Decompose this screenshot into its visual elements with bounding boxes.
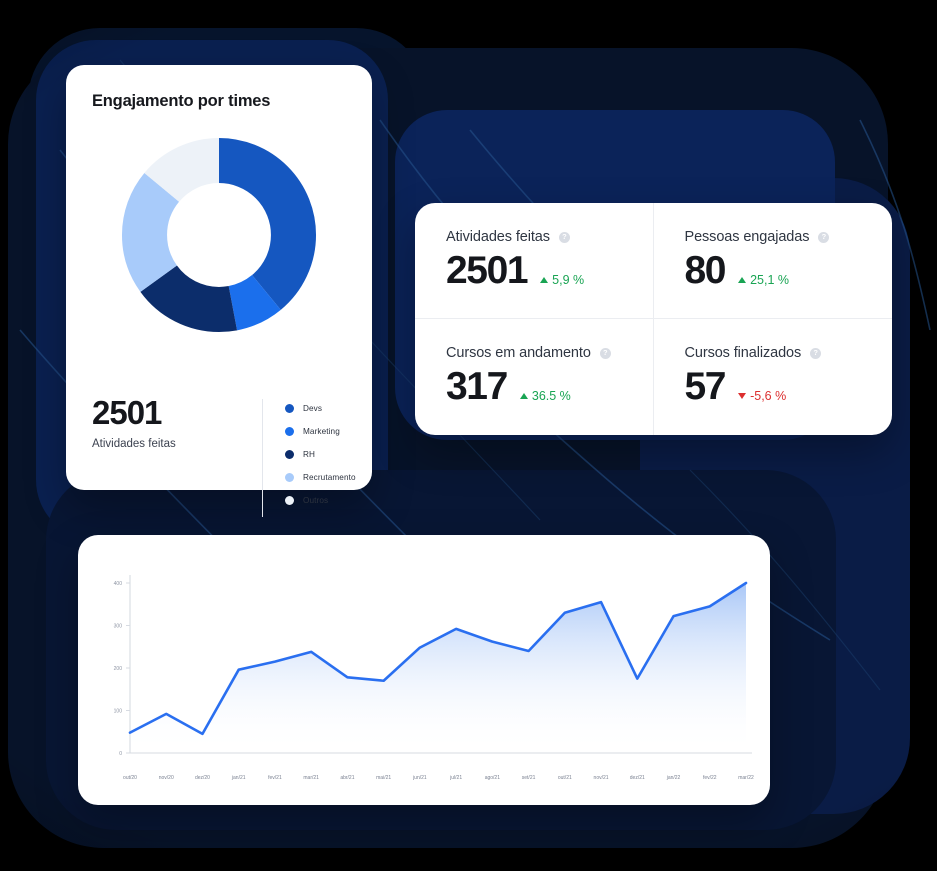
kpi-stat-delta: -5,6 % — [738, 389, 786, 403]
x-tick-label: nov/20 — [159, 775, 174, 781]
kpi-stats-grid: Atividades feitas? 2501 5,9 % Pessoas engaj… — [415, 203, 892, 435]
kpi-stat-delta-label: -5,6 % — [750, 389, 787, 403]
x-tick-label: jun/21 — [412, 775, 427, 781]
trend-line — [128, 581, 748, 736]
legend-item-recrutamento: Recrutamento — [285, 466, 356, 489]
x-tick-label: nov/21 — [594, 775, 609, 781]
kpi-stat-value: 2501 — [446, 249, 529, 292]
trend-area-chart: 0 100 200 300 400 out/20 nov/20 dez/20 jan/21 fev… — [114, 575, 754, 781]
kpi-stat-header: Atividades feitas? — [446, 229, 653, 245]
help-icon-glyph: ? — [813, 348, 818, 358]
trend-up-icon — [519, 393, 528, 399]
kpi-stat-label: Cursos finalizados — [684, 345, 802, 361]
engagement-by-teams-card: Engajamento por times 2501 Atividades fe… — [66, 65, 372, 517]
x-tick-label: fev/22 — [703, 775, 717, 781]
kpi-stat-body: 57 -5,6 % — [684, 365, 893, 408]
x-tick-label: dez/20 — [195, 775, 210, 781]
x-tick-label: mar/21 — [303, 775, 319, 781]
x-tick-label: mai/21 — [376, 775, 391, 781]
legend-item-label: Recrutamento — [303, 473, 356, 482]
kpi-stats-card: Atividades feitas? 2501 5,9 % Pessoas engaj… — [415, 203, 892, 435]
kpi-stat-delta-label: 36.5 % — [531, 389, 571, 403]
legend-item-label: Marketing — [303, 427, 340, 436]
kpi-stat-delta: 5,9 % — [540, 273, 584, 287]
x-tick-label: ago/21 — [485, 775, 501, 781]
x-tick-label: fev/21 — [268, 775, 282, 781]
kpi-stat-label: Cursos em andamento — [446, 345, 591, 361]
x-tick-label: set/21 — [522, 775, 536, 781]
trend-chart-card: 0 100 200 300 400 out/20 nov/20 dez/20 jan/21 fev… — [78, 535, 770, 805]
donut-slice-outros — [121, 137, 317, 333]
help-icon[interactable]: ? — [818, 231, 830, 243]
kpi-stat-delta: 36.5 % — [519, 389, 571, 403]
legend-item-rh: RH — [285, 443, 356, 466]
kpi-stat-header: Cursos em andamento? — [446, 345, 653, 361]
x-tick-label: abr/21 — [340, 775, 354, 781]
kpi-stat-2: Pessoas engajadas? 80 25,1 % — [653, 203, 893, 319]
y-tick-label: 200 — [114, 666, 123, 672]
x-tick-label: mar/22 — [738, 775, 754, 781]
kpi-stat-delta-label: 5,9 % — [552, 273, 585, 287]
kpi-stat-label: Pessoas engajadas — [684, 229, 810, 245]
help-icon[interactable]: ? — [599, 347, 611, 359]
legend-item-label: Devs — [303, 404, 323, 413]
help-icon[interactable]: ? — [810, 347, 822, 359]
y-tick-label: 400 — [114, 581, 123, 587]
kpi-stat-1: Atividades feitas? 2501 5,9 % — [415, 203, 654, 319]
donut-chart-svg — [121, 137, 317, 333]
x-tick-label: out/20 — [123, 775, 137, 781]
kpi-stat-label: Atividades feitas — [446, 229, 550, 245]
legend-swatch-icon — [285, 427, 294, 436]
trend-down-icon — [738, 393, 747, 399]
donut-slice-rh — [121, 137, 317, 333]
donut-kpi-label: Atividades feitas — [92, 437, 176, 450]
trend-up-icon — [738, 277, 747, 283]
x-tick-label: out/21 — [558, 775, 572, 781]
donut-legend: Devs Marketing RH Recrutamento Outros — [285, 397, 356, 512]
help-icon-glyph: ? — [603, 348, 608, 358]
kpi-stat-body: 317 36.5 % — [446, 365, 653, 408]
kpi-stat-value: 57 — [684, 365, 727, 408]
kpi-stat-header: Cursos finalizados? — [685, 345, 893, 361]
kpi-stat-body: 80 25,1 % — [684, 249, 893, 292]
kpi-stat-3: Cursos em andamento? 317 36.5 % — [415, 319, 654, 435]
kpi-stat-delta-label: 25,1 % — [750, 273, 790, 287]
kpi-stat-delta: 25,1 % — [738, 273, 789, 287]
donut-kpi: 2501 Atividades feitas — [92, 394, 242, 450]
legend-swatch-icon — [285, 450, 294, 459]
kpi-stat-value: 80 — [684, 249, 727, 292]
kpi-stat-header: Pessoas engajadas? — [685, 229, 893, 245]
trend-up-icon — [540, 277, 549, 283]
legend-item-outros: Outros — [285, 489, 356, 512]
kpi-stat-body: 2501 5,9 % — [446, 249, 653, 292]
help-icon[interactable]: ? — [558, 231, 570, 243]
legend-swatch-icon — [285, 473, 294, 482]
help-icon-glyph: ? — [562, 232, 567, 242]
x-tick-label: jul/21 — [449, 775, 462, 781]
legend-item-marketing: Marketing — [285, 420, 356, 443]
kpi-stat-value: 317 — [446, 365, 508, 408]
x-tick-label: dez/21 — [630, 775, 645, 781]
legend-swatch-icon — [285, 496, 294, 505]
x-tick-label: jan/22 — [666, 775, 681, 781]
x-tick-label: jan/21 — [231, 775, 246, 781]
help-icon-glyph: ? — [821, 232, 827, 242]
donut-footer: 2501 Atividades feitas Devs Marketing RH Re… — [66, 394, 372, 517]
donut-slice-recrutamento — [121, 137, 317, 333]
legend-divider — [262, 399, 263, 517]
legend-item-devs: Devs — [285, 397, 356, 420]
y-tick-label: 300 — [114, 624, 123, 630]
y-tick-label: 100 — [114, 709, 123, 715]
trend-area-fill — [130, 583, 746, 753]
page-title: Engajamento por times — [92, 92, 271, 110]
legend-swatch-icon — [285, 404, 294, 413]
legend-item-label: RH — [303, 450, 316, 459]
legend-item-label: Outros — [303, 496, 329, 505]
y-tick-label: 0 — [119, 751, 122, 757]
kpi-stat-4: Cursos finalizados? 57 -5,6 % — [654, 319, 893, 435]
donut-kpi-value: 2501 — [92, 394, 162, 431]
donut-chart — [121, 137, 317, 333]
